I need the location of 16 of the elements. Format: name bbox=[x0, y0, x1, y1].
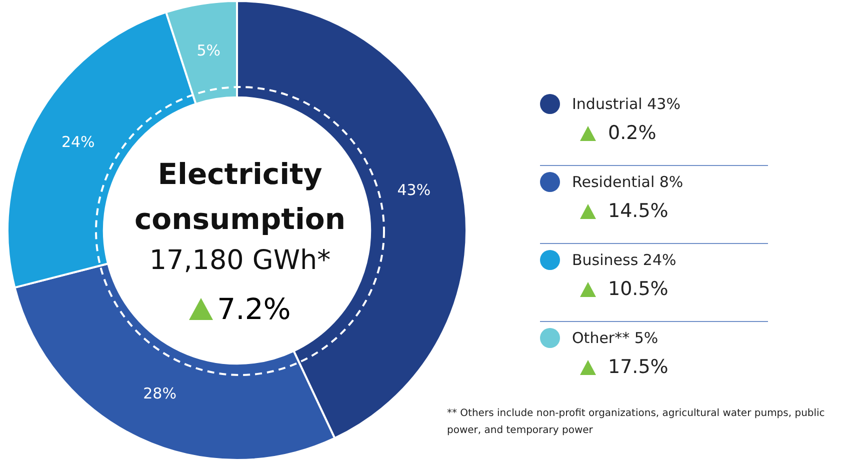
data-label: 24% bbox=[61, 133, 95, 152]
text: 7.2% bbox=[217, 292, 291, 326]
text: Electricity consumption bbox=[133, 156, 346, 238]
text: 10.5% bbox=[608, 278, 668, 300]
legend-label: Residential 8% bbox=[572, 173, 684, 191]
legend-label: Industrial 43% bbox=[572, 95, 680, 113]
text: 14.5% bbox=[608, 200, 668, 222]
legend-label: Other** 5% bbox=[572, 329, 658, 347]
data-label: 5% bbox=[196, 41, 221, 60]
text: 17,180 GWh* bbox=[148, 245, 332, 276]
text: ** Others include non-profit organizations, agricultural water pumps, public power, and temporary power bbox=[447, 407, 826, 438]
data-label: 28% bbox=[143, 384, 176, 402]
legend-label: Business 24% bbox=[572, 251, 676, 269]
data-label: 43% bbox=[397, 180, 431, 199]
text: 17.5% bbox=[608, 356, 668, 378]
text: 0.2% bbox=[608, 122, 656, 144]
